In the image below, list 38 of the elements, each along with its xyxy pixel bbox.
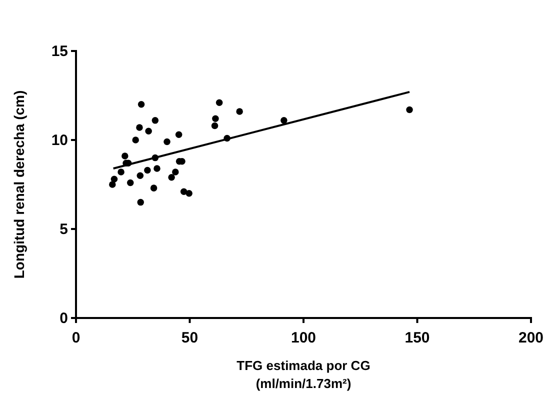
y-tick-label: 15 <box>51 42 68 60</box>
x-tick-label: 150 <box>404 330 430 346</box>
point <box>118 168 124 176</box>
point <box>211 122 218 130</box>
point <box>145 128 152 134</box>
x-axis-title: TFG estimada por CG (ml/min/1.73m²) <box>236 358 370 392</box>
x-tick-label: 100 <box>290 330 316 346</box>
y-tick-label: 0 <box>60 310 68 327</box>
point <box>280 117 288 124</box>
point <box>236 108 243 115</box>
point <box>216 99 223 106</box>
x-tick-label: 0 <box>72 330 80 346</box>
point <box>126 179 134 186</box>
point <box>172 168 179 176</box>
point <box>164 138 170 146</box>
point <box>109 181 116 188</box>
x-tick-label: 50 <box>181 330 198 346</box>
point <box>136 172 144 179</box>
point <box>132 136 139 144</box>
point <box>406 106 413 114</box>
x-tick-label: 200 <box>518 330 544 346</box>
point <box>180 188 188 195</box>
point <box>152 117 159 124</box>
point <box>144 166 151 174</box>
point <box>110 176 118 183</box>
point <box>154 165 160 172</box>
point <box>137 198 144 206</box>
point <box>122 152 128 160</box>
y-tick-label: 10 <box>51 132 68 149</box>
point <box>186 190 192 197</box>
point <box>136 124 143 131</box>
point <box>175 131 182 138</box>
point <box>168 174 175 181</box>
y-tick-label: 5 <box>60 220 68 238</box>
point <box>150 184 158 192</box>
y-axis-title: Longitud renal derecha (cm) <box>11 90 27 279</box>
point <box>212 115 219 122</box>
point <box>138 101 145 108</box>
